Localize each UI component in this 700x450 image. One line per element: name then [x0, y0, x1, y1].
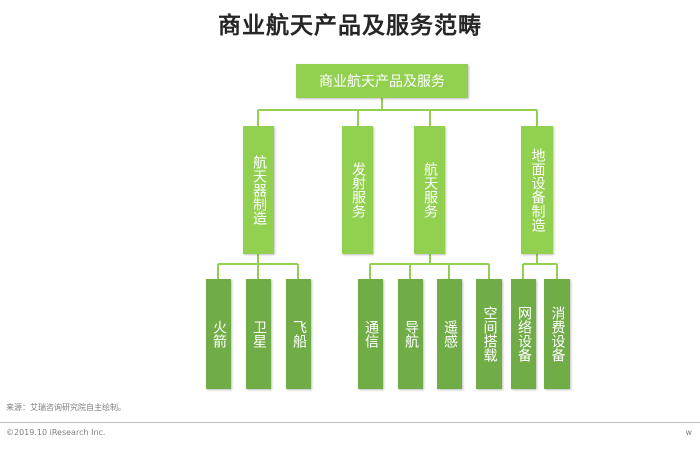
source-note: 来源：艾瑞咨询研究院自主绘制。	[6, 403, 126, 412]
root-node: 商业航天产品及服务	[296, 64, 468, 98]
category-spacecraft-manufacturing: 航天器制造	[243, 126, 274, 254]
leaf-remote-sensing: 遥感	[437, 279, 462, 389]
leaf-space-payload: 空间搭载	[476, 279, 502, 389]
copyright: ©2019.10 iResearch Inc.	[6, 428, 106, 437]
leaf-satellite: 卫星	[246, 279, 271, 389]
leaf-spaceship: 飞船	[286, 279, 311, 389]
category-ground-equipment: 地面设备制造	[521, 126, 553, 254]
category-launch-services: 发射服务	[342, 126, 373, 254]
corner-mark: w	[685, 428, 692, 437]
leaf-rocket: 火箭	[206, 279, 231, 389]
page-title: 商业航天产品及服务范畴	[218, 13, 482, 39]
leaf-communication: 通信	[358, 279, 383, 389]
leaf-navigation: 导航	[398, 279, 423, 389]
footer-divider	[0, 422, 700, 423]
category-space-services: 航天服务	[414, 126, 445, 254]
leaf-consumer-equipment: 消费设备	[544, 279, 570, 389]
leaf-network-equipment: 网络设备	[511, 279, 536, 389]
